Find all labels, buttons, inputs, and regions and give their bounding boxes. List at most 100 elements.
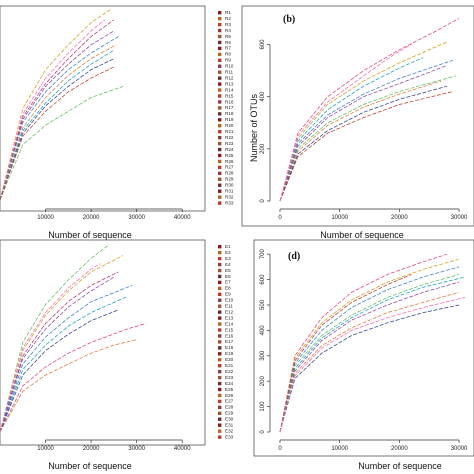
- panel-d: (d) 0 10000 20000 30000 0 100 200 300 400 500 600…: [253, 239, 474, 471]
- y-tick-label: 400: [260, 91, 266, 102]
- legend-swatch: [218, 159, 222, 164]
- legend-swatch: [218, 405, 222, 410]
- x-axis-ticks: 0 10000 20000 30000: [278, 439, 468, 452]
- legend-swatch: [218, 165, 222, 170]
- panel-frame: [241, 5, 474, 227]
- legend-label: R3: [225, 22, 231, 27]
- x-axis-ticks: 10000 20000 30000 40000: [37, 439, 191, 452]
- series-line: [279, 281, 460, 433]
- legend-label: E20: [225, 357, 234, 362]
- series-line: [0, 19, 106, 201]
- legend-swatch: [218, 310, 222, 314]
- legend-label: E4: [225, 262, 231, 267]
- legend-label: E31: [225, 423, 234, 428]
- legend-swatch: [218, 171, 222, 176]
- series-line: [0, 263, 101, 433]
- legend-swatch: [218, 100, 222, 104]
- series-line: [0, 36, 119, 201]
- legend-label: E1: [225, 244, 231, 249]
- legend-swatch: [218, 46, 222, 51]
- plot-area: [0, 8, 124, 201]
- series-line: [279, 59, 454, 202]
- legend-label: E10: [225, 298, 234, 303]
- legend-label: E32: [225, 428, 234, 433]
- legend-swatch: [218, 183, 222, 187]
- legend-label: E12: [225, 309, 234, 314]
- legend-swatch: [218, 195, 222, 199]
- legend-label: E5: [225, 268, 231, 273]
- legend-label: R10: [225, 64, 234, 69]
- legend: R1R2R3R4R5R6R7R8R9R10R11R12R13R14R15R16R…: [218, 10, 234, 205]
- series-line: [0, 8, 112, 201]
- panel-b: (b) Number of OTUs 0 10000 20000 30000 0 200…: [241, 5, 474, 240]
- legend-swatch: [218, 250, 222, 255]
- series-line: [279, 304, 460, 433]
- legend-label: R13: [225, 81, 234, 86]
- legend-swatch: [218, 364, 222, 368]
- series-line: [0, 86, 124, 201]
- legend-swatch: [218, 88, 222, 92]
- legend-label: E11: [225, 304, 233, 309]
- x-tick-label: 0: [278, 446, 282, 452]
- legend-label: R15: [225, 93, 234, 98]
- panel-frame: [0, 5, 206, 212]
- series-line: [0, 30, 115, 201]
- series-line: [279, 75, 457, 202]
- legend-swatch: [218, 201, 222, 205]
- legend-label: R21: [225, 129, 234, 134]
- series-line: [0, 49, 115, 201]
- series-line: [0, 295, 128, 433]
- legend-swatch: [218, 189, 222, 193]
- legend-label: R9: [225, 58, 231, 63]
- legend-label: R16: [225, 99, 234, 104]
- series-line: [279, 274, 460, 433]
- legend-label: E24: [225, 381, 234, 386]
- legend-label: R11: [225, 70, 234, 75]
- series-line: [0, 66, 115, 201]
- legend-swatch: [218, 375, 222, 380]
- legend-swatch: [218, 22, 222, 27]
- y-axis-ticks: 0 100 200 300 400 500 600 700: [260, 248, 271, 434]
- legend-label: E14: [225, 321, 234, 326]
- series-line: [0, 339, 137, 433]
- legend-swatch: [218, 268, 222, 273]
- legend-swatch: [218, 387, 222, 392]
- legend-swatch: [218, 352, 222, 356]
- legend-label: E17: [225, 339, 234, 344]
- legend-label: R23: [225, 141, 234, 146]
- legend-swatch: [218, 52, 222, 57]
- legend-label: R29: [225, 177, 234, 182]
- legend-label: E16: [225, 333, 234, 338]
- legend-label: E18: [225, 345, 234, 350]
- legend-swatch: [218, 70, 222, 74]
- x-axis-title: Number of sequence: [48, 461, 132, 471]
- legend-swatch: [218, 256, 222, 261]
- series-line: [0, 323, 146, 433]
- legend-label: R30: [225, 183, 234, 188]
- legend-label: R6: [225, 40, 231, 45]
- series-line: [279, 276, 466, 433]
- x-tick-label: 30000: [451, 446, 468, 452]
- legend-label: E13: [225, 315, 234, 320]
- y-axis-title: Number of OTUs: [249, 93, 259, 162]
- x-axis-ticks: 10000 20000 30000 40000: [37, 208, 191, 221]
- legend-swatch: [218, 124, 222, 128]
- legend-label: R26: [225, 159, 234, 164]
- legend-swatch: [218, 274, 222, 279]
- legend-label: R8: [225, 52, 231, 57]
- y-tick-label: 200: [260, 376, 266, 387]
- legend-swatch: [218, 28, 222, 33]
- legend-label: E6: [225, 274, 231, 279]
- x-tick-label: 10000: [331, 446, 348, 452]
- legend-swatch: [218, 58, 222, 62]
- legend-label: E8: [225, 286, 231, 291]
- y-tick-label: 600: [260, 39, 266, 50]
- x-tick-label: 10000: [331, 215, 348, 221]
- x-axis-title: Number of sequence: [358, 461, 442, 471]
- plot-area: [279, 18, 460, 202]
- y-tick-label: 700: [260, 248, 266, 259]
- legend-label: R31: [225, 189, 234, 194]
- x-tick-label: 0: [278, 215, 282, 221]
- y-tick-label: 600: [260, 274, 266, 285]
